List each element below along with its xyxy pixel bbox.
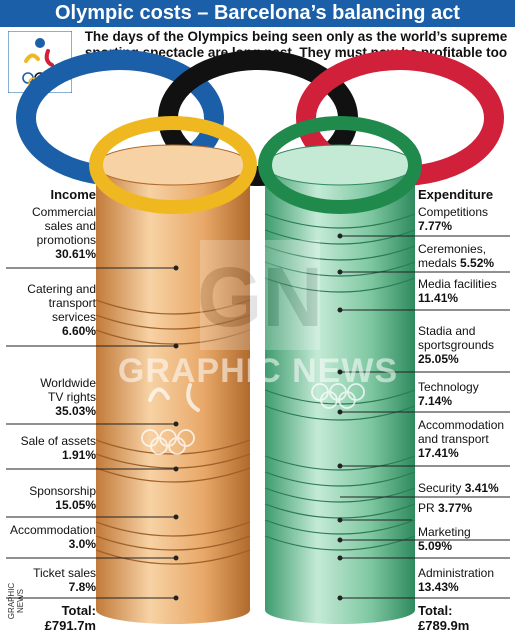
expenditure-label-line: Security (418, 481, 462, 495)
expenditure-value: 3.41% (464, 481, 499, 495)
expenditure-label-line: Stadia and (418, 324, 476, 338)
title-bar (0, 0, 515, 27)
expenditure-label-line: and transport (418, 432, 489, 446)
expenditure-item-competitions: Competitions 7.77% (418, 205, 514, 233)
expenditure-total-value: £789.9m (418, 618, 470, 633)
income-item-assets: Sale of assets 1.91% (6, 434, 96, 462)
expenditure-total-label: Total: (418, 603, 453, 618)
expenditure-label-line: sportsgrounds (418, 338, 495, 352)
expenditure-item-pr: PR 3.77% (418, 501, 514, 515)
income-label-line: services (51, 310, 96, 324)
ring-green (258, 116, 422, 214)
income-value: 30.61% (55, 247, 96, 261)
income-item-catering: Catering and transport services 6.60% (6, 282, 96, 338)
expenditure-label-line: Accommodation (418, 418, 505, 432)
income-item-tickets: Ticket sales 7.8% (6, 566, 96, 594)
income-label-line: Sale of assets (20, 434, 96, 448)
income-value: 15.05% (55, 498, 96, 512)
watermark-text: GRAPHIC NEWS (117, 352, 399, 390)
expenditure-label-line: Administration (418, 566, 495, 580)
expenditure-value: 3.77% (438, 501, 473, 515)
expenditure-label-line: Competitions (418, 205, 489, 219)
expenditure-value: 25.05% (418, 352, 459, 366)
income-total-label: Total: (61, 603, 96, 618)
income-total: Total: £791.7m (38, 603, 96, 633)
expenditure-label-line: Technology (418, 380, 479, 394)
expenditure-value: 11.41% (418, 291, 459, 305)
watermark-mark: GN (200, 240, 320, 350)
expenditure-heading: Expenditure (418, 188, 514, 202)
expenditure-label-line: medals (418, 256, 457, 270)
watermark-mark-text: GN (200, 250, 320, 344)
income-label-line: sales and (44, 219, 96, 233)
income-item-sponsorship: Sponsorship 15.05% (6, 484, 96, 512)
income-value: 7.8% (68, 580, 96, 594)
expenditure-value: 7.14% (418, 394, 453, 408)
income-item-tv-rights: Worldwide TV rights 35.03% (6, 376, 96, 418)
expenditure-separators (337, 233, 510, 601)
income-label-line: Ticket sales (33, 566, 96, 580)
income-label-line: Commercial (31, 205, 96, 219)
expenditure-item-technology: Technology 7.14% (418, 380, 514, 408)
expenditure-label-line: PR (418, 501, 435, 515)
expenditure-item-media: Media facilities 11.41% (418, 277, 514, 305)
income-label-line: promotions (36, 233, 96, 247)
expenditure-item-stadia: Stadia and sportsgrounds 25.05% (418, 324, 514, 366)
expenditure-value: 17.41% (418, 446, 459, 460)
income-item-commercial: Commercial sales and promotions 30.61% (6, 205, 96, 261)
expenditure-label-line: Ceremonies, (418, 242, 487, 256)
income-label-line: transport (48, 296, 96, 310)
income-label-line: Catering and (27, 282, 96, 296)
expenditure-value: 5.52% (460, 256, 495, 270)
expenditure-item-accommodation: Accommodation and transport 17.41% (418, 418, 514, 460)
income-label-line: TV rights (47, 390, 96, 404)
income-value: 35.03% (55, 404, 96, 418)
income-value: 6.60% (61, 324, 96, 338)
income-separators (6, 265, 179, 601)
ring-yellow (89, 116, 257, 214)
page-title: Olympic costs – Barcelona’s balancing ac… (55, 2, 460, 24)
income-label-line: Accommodation (9, 523, 96, 537)
income-title: Income (50, 187, 96, 202)
expenditure-label-line: Marketing (418, 525, 471, 539)
expenditure-item-ceremonies: Ceremonies, medals 5.52% (418, 242, 514, 270)
expenditure-total: Total: £789.9m (418, 603, 498, 633)
expenditure-item-marketing: Marketing 5.09% (418, 525, 514, 553)
credit: GRAPHIC NEWS (7, 582, 25, 620)
expenditure-item-administration: Administration 13.43% (418, 566, 514, 594)
income-value: 3.0% (68, 537, 96, 551)
expenditure-item-security: Security 3.41% (418, 481, 514, 495)
expenditure-value: 7.77% (418, 219, 453, 233)
income-column (95, 144, 251, 624)
expenditure-title: Expenditure (418, 187, 494, 202)
income-heading: Income (6, 188, 96, 202)
income-item-accommodation: Accommodation 3.0% (6, 523, 96, 551)
expenditure-value: 5.09% (418, 539, 453, 553)
income-value: 1.91% (61, 448, 96, 462)
income-total-value: £791.7m (44, 618, 96, 633)
income-label-line: Worldwide (40, 376, 96, 390)
income-label-line: Sponsorship (29, 484, 96, 498)
expenditure-column (264, 144, 416, 624)
expenditure-label-line: Media facilities (418, 277, 497, 291)
expenditure-value: 13.43% (418, 580, 459, 594)
